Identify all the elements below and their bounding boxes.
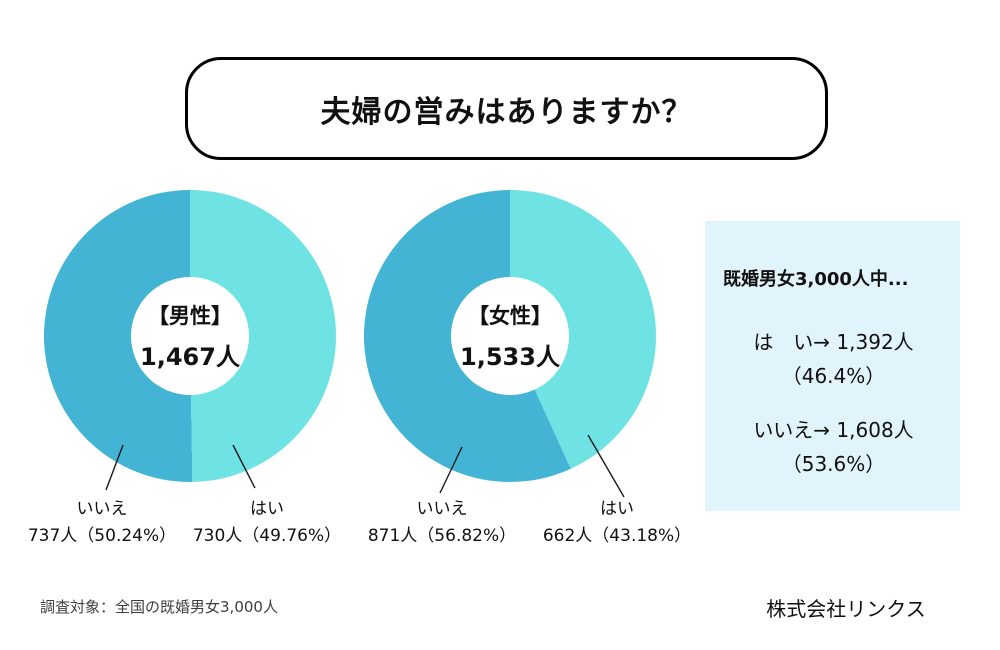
donut-chart-men: 【男性】 1,467人 bbox=[44, 190, 336, 482]
donut-group-label-women: 【女性】 bbox=[468, 304, 552, 328]
summary-no-pct: （53.6%） bbox=[781, 452, 886, 476]
summary-row-no: いいえ→ 1,608人 （53.6%） bbox=[723, 413, 944, 481]
women-no-label: いいえ 871人（56.82%） bbox=[347, 496, 537, 550]
donut-total-women: 1,533人 bbox=[460, 343, 560, 371]
donut-total-men: 1,467人 bbox=[140, 343, 240, 371]
summary-heading: 既婚男女3,000人中... bbox=[723, 269, 909, 290]
women-yes-value: 662人（43.18%） bbox=[542, 526, 692, 546]
summary-box: 既婚男女3,000人中... は い→ 1,392人 （46.4%） いいえ→ … bbox=[705, 221, 960, 511]
summary-row-yes: は い→ 1,392人 （46.4%） bbox=[723, 325, 944, 393]
donut-chart-women: 【女性】 1,533人 bbox=[364, 190, 656, 482]
donut-group-label-men: 【男性】 bbox=[148, 304, 232, 328]
summary-rows: は い→ 1,392人 （46.4%） いいえ→ 1,608人 （53.6%） bbox=[723, 325, 944, 481]
summary-yes-line: は い→ 1,392人 bbox=[753, 330, 914, 354]
company-name: 株式会社リンクス bbox=[766, 597, 926, 621]
survey-note: 調査対象：全国の既婚男女3,000人 bbox=[40, 598, 278, 616]
women-no-value: 871人（56.82%） bbox=[367, 526, 517, 546]
men-yes-label: はい 730人（49.76%） bbox=[172, 496, 362, 550]
donut-center-women: 【女性】 1,533人 bbox=[451, 277, 569, 395]
question-title-box: 夫婦の営みはありますか？ bbox=[185, 57, 828, 160]
women-yes-label: はい 662人（43.18%） bbox=[522, 496, 712, 550]
men-no-name: いいえ bbox=[76, 499, 128, 519]
question-title: 夫婦の営みはありますか？ bbox=[320, 94, 693, 130]
men-yes-name: はい bbox=[250, 499, 284, 519]
men-no-value: 737人（50.24%） bbox=[27, 526, 177, 546]
men-no-label: いいえ 737人（50.24%） bbox=[7, 496, 197, 550]
women-no-name: いいえ bbox=[416, 499, 468, 519]
summary-no-line: いいえ→ 1,608人 bbox=[753, 418, 914, 442]
summary-yes-pct: （46.4%） bbox=[781, 364, 886, 388]
women-yes-name: はい bbox=[600, 499, 634, 519]
men-yes-value: 730人（49.76%） bbox=[192, 526, 342, 546]
donut-center-men: 【男性】 1,467人 bbox=[131, 277, 249, 395]
